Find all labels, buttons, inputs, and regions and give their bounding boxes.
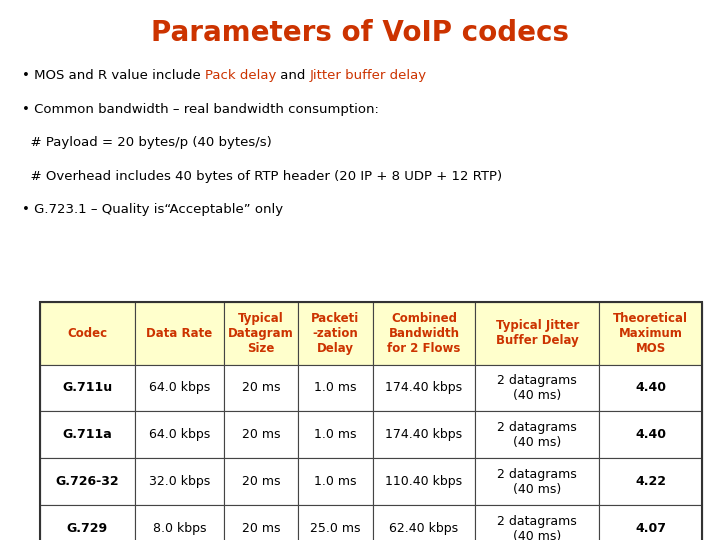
Bar bbox=[298, 505, 372, 540]
Text: 20 ms: 20 ms bbox=[242, 522, 280, 536]
Text: 2 datagrams
(40 ms): 2 datagrams (40 ms) bbox=[498, 468, 577, 496]
Text: Packeti
-zation
Delay: Packeti -zation Delay bbox=[311, 312, 359, 355]
Text: Codec: Codec bbox=[68, 327, 107, 340]
Text: 20 ms: 20 ms bbox=[242, 381, 280, 395]
Text: Combined
Bandwidth
for 2 Flows: Combined Bandwidth for 2 Flows bbox=[387, 312, 461, 355]
Bar bbox=[40, 302, 702, 540]
Text: Typical Jitter
Buffer Delay: Typical Jitter Buffer Delay bbox=[495, 320, 579, 347]
Bar bbox=[372, 411, 475, 458]
Text: G.711a: G.711a bbox=[63, 428, 112, 442]
Text: 20 ms: 20 ms bbox=[242, 475, 280, 489]
Bar bbox=[40, 505, 135, 540]
Text: # Overhead includes 40 bytes of RTP header (20 IP + 8 UDP + 12 RTP): # Overhead includes 40 bytes of RTP head… bbox=[22, 170, 502, 183]
Bar bbox=[135, 411, 224, 458]
Bar bbox=[224, 364, 298, 411]
Text: G.711u: G.711u bbox=[63, 381, 112, 395]
Bar bbox=[372, 458, 475, 505]
Bar bbox=[372, 505, 475, 540]
Text: 25.0 ms: 25.0 ms bbox=[310, 522, 361, 536]
Bar bbox=[298, 302, 372, 364]
Text: Pack delay: Pack delay bbox=[204, 69, 276, 82]
Bar bbox=[599, 364, 702, 411]
Text: • Common bandwidth – real bandwidth consumption:: • Common bandwidth – real bandwidth cons… bbox=[22, 103, 379, 116]
Bar bbox=[40, 302, 135, 364]
Bar bbox=[475, 411, 599, 458]
Text: Parameters of VoIP codecs: Parameters of VoIP codecs bbox=[151, 19, 569, 47]
Bar bbox=[40, 411, 135, 458]
Bar bbox=[298, 364, 372, 411]
Bar bbox=[475, 505, 599, 540]
Text: # Payload = 20 bytes/p (40 bytes/s): # Payload = 20 bytes/p (40 bytes/s) bbox=[22, 136, 271, 149]
Text: 2 datagrams
(40 ms): 2 datagrams (40 ms) bbox=[498, 515, 577, 540]
Bar bbox=[599, 411, 702, 458]
Text: Typical
Datagram
Size: Typical Datagram Size bbox=[228, 312, 294, 355]
Bar bbox=[298, 458, 372, 505]
Text: 64.0 kbps: 64.0 kbps bbox=[149, 428, 210, 442]
Text: 8.0 kbps: 8.0 kbps bbox=[153, 522, 206, 536]
Text: 1.0 ms: 1.0 ms bbox=[314, 475, 356, 489]
Text: and: and bbox=[276, 69, 310, 82]
Text: 1.0 ms: 1.0 ms bbox=[314, 428, 356, 442]
Text: 4.40: 4.40 bbox=[635, 428, 666, 442]
Text: • G.723.1 – Quality is“Acceptable” only: • G.723.1 – Quality is“Acceptable” only bbox=[22, 203, 283, 216]
Bar bbox=[40, 364, 135, 411]
Text: 174.40 kbps: 174.40 kbps bbox=[385, 428, 462, 442]
Text: 174.40 kbps: 174.40 kbps bbox=[385, 381, 462, 395]
Bar bbox=[475, 302, 599, 364]
Bar bbox=[224, 505, 298, 540]
Bar bbox=[135, 505, 224, 540]
Text: 2 datagrams
(40 ms): 2 datagrams (40 ms) bbox=[498, 374, 577, 402]
Text: 62.40 kbps: 62.40 kbps bbox=[390, 522, 459, 536]
Bar bbox=[224, 302, 298, 364]
Text: 1.0 ms: 1.0 ms bbox=[314, 381, 356, 395]
Text: G.726-32: G.726-32 bbox=[55, 475, 120, 489]
Bar bbox=[599, 458, 702, 505]
Text: 20 ms: 20 ms bbox=[242, 428, 280, 442]
Text: Jitter buffer delay: Jitter buffer delay bbox=[310, 69, 427, 82]
Text: 2 datagrams
(40 ms): 2 datagrams (40 ms) bbox=[498, 421, 577, 449]
Text: G.729: G.729 bbox=[67, 522, 108, 536]
Text: 110.40 kbps: 110.40 kbps bbox=[385, 475, 462, 489]
Bar bbox=[135, 302, 224, 364]
Text: Data Rate: Data Rate bbox=[146, 327, 212, 340]
Text: Theoretical
Maximum
MOS: Theoretical Maximum MOS bbox=[613, 312, 688, 355]
Bar bbox=[224, 458, 298, 505]
Bar bbox=[224, 411, 298, 458]
Bar bbox=[298, 411, 372, 458]
Bar bbox=[40, 458, 135, 505]
Bar bbox=[475, 364, 599, 411]
Bar bbox=[372, 302, 475, 364]
Bar bbox=[599, 505, 702, 540]
Text: 64.0 kbps: 64.0 kbps bbox=[149, 381, 210, 395]
Bar bbox=[599, 302, 702, 364]
Text: • MOS and R value include: • MOS and R value include bbox=[22, 69, 204, 82]
Bar bbox=[135, 458, 224, 505]
Bar bbox=[135, 364, 224, 411]
Text: 4.40: 4.40 bbox=[635, 381, 666, 395]
Text: 4.22: 4.22 bbox=[635, 475, 666, 489]
Bar bbox=[372, 364, 475, 411]
Text: 4.07: 4.07 bbox=[635, 522, 666, 536]
Bar bbox=[475, 458, 599, 505]
Text: 32.0 kbps: 32.0 kbps bbox=[149, 475, 210, 489]
